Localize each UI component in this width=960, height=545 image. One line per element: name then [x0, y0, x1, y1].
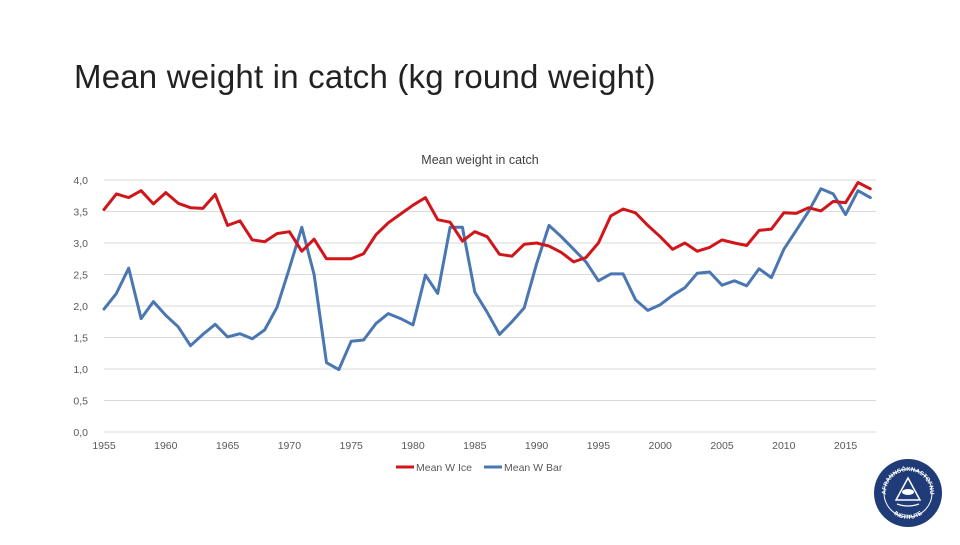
legend-item: Mean W Ice: [396, 462, 472, 474]
series-line-ice: [102, 181, 872, 264]
y-tick-label: 3,5: [73, 207, 88, 219]
x-tick-label: 1960: [154, 440, 178, 452]
svg-text:INSTITUTE: INSTITUTE: [892, 511, 923, 521]
y-tick-label: 0,0: [73, 427, 88, 439]
x-axis-ticks: 1955 1960 1965 1970 1975 1980 1985 1990 1995 2000…: [92, 440, 857, 452]
y-tick-label: 0,5: [73, 396, 88, 408]
x-tick-label: 1990: [525, 440, 549, 452]
x-tick-label: 1955: [92, 440, 116, 452]
legend: Mean W Ice Mean W Bar: [396, 462, 563, 474]
y-axis-ticks: 0,0 0,5 1,0 1,5 2,0 2,5 3,0 3,5 4,0: [73, 175, 88, 439]
x-tick-label: 1985: [463, 440, 487, 452]
x-tick-label: 1965: [216, 440, 240, 452]
legend-label: Mean W Ice: [416, 462, 472, 474]
y-tick-label: 1,0: [73, 364, 88, 376]
institute-seal-icon: HAFRANNSÓKNASTOFNUN INSTITUTE: [871, 454, 943, 528]
gridlines: [104, 179, 876, 433]
series-lines: [102, 181, 872, 372]
chart-title: Mean weight in catch: [421, 153, 538, 167]
x-tick-label: 2015: [834, 440, 858, 452]
x-tick-label: 2005: [710, 440, 734, 452]
y-tick-label: 3,0: [73, 238, 88, 250]
slide-title: Mean weight in catch (kg round weight): [74, 58, 656, 95]
legend-label: Mean W Bar: [504, 462, 563, 474]
x-tick-label: 1980: [401, 440, 425, 452]
y-tick-label: 2,0: [73, 301, 88, 313]
x-tick-label: 1975: [340, 440, 364, 452]
y-tick-label: 2,5: [73, 270, 88, 282]
x-tick-label: 2000: [649, 440, 673, 452]
y-tick-label: 4,0: [73, 175, 88, 187]
x-tick-label: 1970: [278, 440, 302, 452]
x-tick-label: 2010: [772, 440, 796, 452]
logo-text-bottom: INSTITUTE: [892, 511, 923, 521]
legend-item: Mean W Bar: [484, 462, 563, 474]
y-tick-label: 1,5: [73, 333, 88, 345]
x-tick-label: 1995: [587, 440, 611, 452]
series-line-bar: [102, 187, 872, 372]
